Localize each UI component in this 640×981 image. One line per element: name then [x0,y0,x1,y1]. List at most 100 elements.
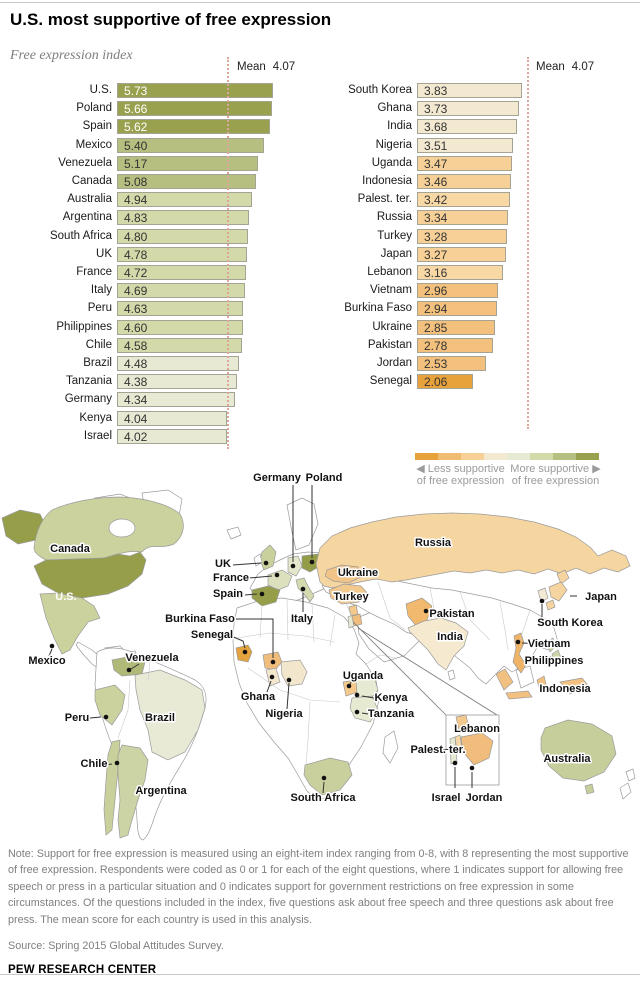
note-text: Note: Support for free expression is mea… [8,848,629,926]
bar-row: Nigeria 3.51 [300,138,620,154]
legend-more-label: More supportive ▶ of free expression [510,463,601,487]
leader-line [244,593,258,596]
country-dot [539,598,545,604]
legend-color-strip [415,453,599,460]
color-legend: ◀ Less supportive of free expression Mor… [413,453,603,487]
bar-row: Germany 4.34 [0,392,320,408]
bar-country-label: Venezuela [58,157,112,169]
country-dot [515,639,521,645]
bar-row: Peru 4.63 [0,301,320,317]
leader-line [230,635,246,649]
bar-country-label: Germany [64,393,112,405]
country-dot [286,677,292,683]
bar-country-label: Philippines [56,321,112,333]
leader-line [361,695,375,699]
bar-value: 3.42 [424,193,448,207]
map-country-label: Brazil [145,712,175,724]
bar-country-label: South Korea [348,84,412,96]
map-country-label: U.S. [55,591,76,603]
map-country-label: Germany [253,472,302,484]
bar [117,301,243,316]
map-country-label: Italy [291,613,314,625]
bar [117,101,272,116]
bar-country-label: Israel [83,430,112,442]
bar-country-label: Italy [90,284,112,296]
bar [417,174,511,189]
bar-column-right: South Korea 3.83 Ghana 3.73 India 3.68 Nigeria… [300,83,620,448]
map-country-label: Mexico [28,655,66,667]
bar-country-label: Indonesia [362,175,412,187]
map-country-label: Canada [50,543,91,555]
country-dot [49,643,55,649]
bar-value: 5.62 [124,120,148,134]
map-country-label: Vietnam [528,638,571,650]
map-country-label: South Africa [291,792,357,804]
leader-line [266,680,272,693]
bar-row: Poland 5.66 [0,101,320,117]
country-dot [461,724,467,730]
country-philippines [551,649,563,667]
bar-value: 4.63 [124,302,148,316]
bar-value: 3.46 [424,175,448,189]
chart-subtitle: Free expression index [10,48,133,63]
inset-palest-ter [454,734,463,752]
mean-line-right [527,57,529,429]
bar-value: 4.80 [124,230,148,244]
madagascar [382,730,399,764]
bar-value: 2.94 [424,302,448,316]
bar-country-label: Chile [85,339,112,351]
bar-value: 4.94 [124,193,148,207]
leader-line [104,763,113,766]
map-country-label: Tanzania [368,708,415,720]
bar-country-label: Vietnam [370,284,412,296]
bar [117,210,249,225]
bar-value: 4.02 [124,430,148,444]
country-dot [455,746,461,752]
country-dot [354,692,360,698]
map-country-label: Kenya [374,692,408,704]
brand-text: PEW RESEARCH CENTER [8,964,157,977]
bar-country-label: Tanzania [65,375,112,387]
leader-line [322,781,325,794]
bar-row: Philippines 4.60 [0,320,320,336]
bar-country-label: Canada [71,175,112,187]
bar [417,247,506,262]
country-chile [103,739,121,836]
bar [117,411,227,426]
bar-row: Burkina Faso 2.94 [300,301,620,317]
country-dot [346,683,352,689]
country-indonesia [559,677,591,695]
new-zealand [625,768,636,782]
bar-value: 2.06 [424,375,448,389]
map-country-label: Japan [585,591,617,603]
country-dot [103,714,109,720]
country-dot [343,568,349,574]
bar-value: 4.58 [124,339,148,353]
bar [417,374,473,389]
bar [117,119,270,134]
footnotes: Note: Support for free expression is mea… [8,846,634,976]
bar-country-label: Pakistan [367,339,412,351]
bar-country-label: Argentina [62,211,112,223]
bar [417,101,519,116]
leader-line [89,716,102,719]
bar-country-label: Jordan [376,357,412,369]
country-iceland [226,526,242,540]
bar-country-label: Kenya [79,412,112,424]
leader-line [429,611,449,615]
map-country-label: Senegal [191,629,233,641]
bar-value: 3.16 [424,266,448,280]
legend-color-cell [553,453,576,460]
bar-value: 3.51 [424,139,448,153]
country-dot [126,667,132,673]
country-pakistan [405,597,433,628]
bar-row: Turkey 3.28 [300,229,620,245]
arrow-right-icon: ▶ [592,463,601,475]
map-country-label: Palest. ter. [410,744,465,756]
bar-value: 2.85 [424,321,448,335]
map-country-label: Ukraine [338,567,378,579]
bottom-rule [0,974,640,975]
country-dot [309,559,315,565]
bar-value: 4.60 [124,321,148,335]
map-country-label: South Korea [537,617,603,629]
